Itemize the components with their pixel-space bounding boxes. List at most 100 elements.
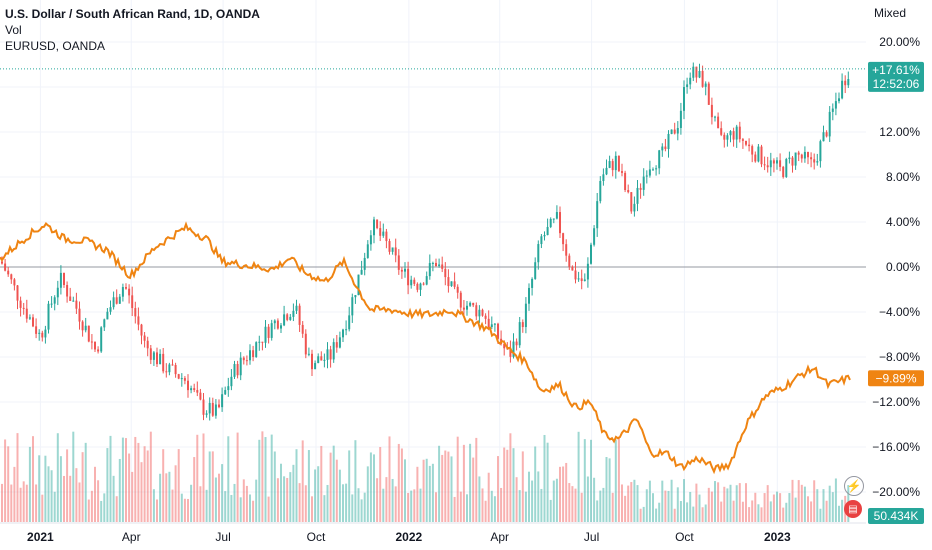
volume-bar: [428, 465, 431, 522]
volume-bar: [311, 496, 313, 522]
candle-body: [661, 146, 664, 151]
volume-bar: [295, 449, 298, 522]
volume-bar: [81, 452, 84, 522]
volume-bar: [332, 445, 335, 522]
volume-bar: [676, 487, 679, 522]
candle-body: [131, 295, 134, 309]
candle-body: [162, 353, 165, 372]
candle-body: [683, 87, 685, 111]
candle-body: [462, 307, 465, 310]
candle-body: [621, 171, 623, 173]
x-axis[interactable]: 2021 Apr Jul Oct 2022 Apr Jul Oct 2023: [0, 522, 866, 544]
x-tick-label: Oct: [307, 530, 326, 544]
candle-body: [816, 161, 819, 163]
volume-bar: [345, 483, 348, 522]
candle-body: [304, 333, 307, 355]
volume-bar: [509, 433, 512, 522]
volume-bar: [621, 484, 623, 522]
legend-volume[interactable]: Vol: [5, 23, 22, 37]
us-flag-icon[interactable]: ▤: [844, 500, 862, 518]
volume-bar: [608, 458, 611, 522]
candle-body: [72, 300, 75, 302]
candle-body: [748, 144, 751, 147]
candle-body: [50, 303, 53, 305]
volume-bar: [512, 448, 515, 522]
candle-body: [549, 218, 552, 227]
volume-bar: [422, 459, 425, 522]
volume-bar: [211, 451, 214, 522]
volume-bar: [484, 500, 487, 522]
candle-body: [562, 233, 565, 245]
volume-bar: [301, 440, 304, 522]
volume-bar: [397, 443, 400, 522]
compare-badge-text: −9.89%: [875, 371, 916, 385]
volume-bar: [53, 491, 56, 522]
volume-bar: [112, 475, 115, 522]
volume-bar: [497, 456, 499, 522]
volume-bar: [506, 449, 509, 522]
volume-bar: [825, 500, 828, 522]
candle-body: [800, 154, 803, 159]
volume-bar: [261, 431, 264, 522]
volume-bar: [741, 501, 744, 522]
candle-body: [757, 146, 760, 162]
candle-body: [611, 161, 614, 171]
volume-bar: [273, 451, 276, 522]
volume-bar: [202, 433, 205, 522]
volume-bar: [97, 480, 100, 522]
candle-body: [735, 126, 738, 140]
legend-compare[interactable]: EURUSD, OANDA: [5, 39, 106, 53]
volume-bar: [121, 437, 124, 522]
candle-body: [90, 341, 93, 343]
candle-body: [97, 349, 100, 352]
candle-body: [772, 160, 775, 164]
volume-bar: [593, 477, 596, 522]
volume-bar: [131, 471, 134, 522]
chart-legend: U.S. Dollar / South African Rand, 1D, OA…: [5, 6, 260, 54]
candle-body: [754, 154, 757, 162]
volume-bar: [342, 484, 344, 522]
candle-body: [363, 257, 366, 270]
candle-body: [670, 129, 673, 134]
volume-bar: [803, 486, 806, 522]
candle-body: [44, 329, 47, 338]
volume-bar: [416, 466, 419, 522]
candle-body: [543, 235, 546, 237]
volume-bar: [800, 484, 803, 522]
candle-body: [236, 364, 239, 376]
volume-bar: [475, 437, 478, 522]
candle-body: [425, 276, 428, 285]
candle-body: [354, 295, 357, 298]
volume-bar: [732, 500, 735, 522]
volume-bar: [555, 478, 558, 522]
candle-body: [329, 349, 332, 360]
candle-body: [7, 270, 10, 275]
candle-body: [478, 309, 481, 317]
candle-body: [202, 399, 205, 415]
volume-bar: [227, 436, 230, 522]
volume-bar: [4, 439, 7, 522]
volume-bar: [528, 471, 530, 522]
legend-symbol[interactable]: U.S. Dollar / South African Rand, 1D, OA…: [5, 7, 260, 21]
volume-bar: [664, 490, 667, 522]
volume-bar: [270, 434, 273, 522]
candle-body: [227, 386, 230, 391]
volume-bar: [645, 489, 648, 522]
volume-bar: [447, 451, 450, 522]
lightning-icon[interactable]: ⚡: [844, 476, 864, 496]
x-tick-label: Oct: [675, 530, 694, 544]
volume-bar: [87, 499, 90, 522]
candle-body: [221, 394, 224, 408]
candle-body: [292, 310, 295, 317]
scale-mode-label[interactable]: Mixed: [874, 6, 907, 20]
y-axis[interactable]: 20.00%16.00%12.00%8.00%4.00%0.00%−4.00%−…: [872, 35, 920, 499]
candle-body: [655, 168, 658, 170]
volume-bar: [754, 492, 757, 522]
candle-body: [348, 315, 351, 330]
candle-body: [47, 303, 50, 330]
volume-bar: [543, 434, 546, 522]
candle-body: [834, 101, 837, 109]
candle-body: [143, 335, 146, 341]
volume-bar: [286, 477, 289, 522]
